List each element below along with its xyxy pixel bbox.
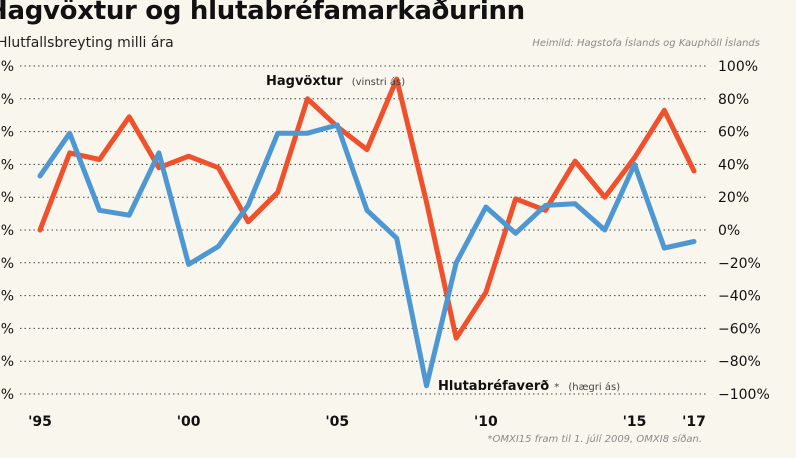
- right-tick-label: −80%: [718, 354, 761, 370]
- x-tick-label: '15: [623, 414, 647, 430]
- left-tick-label: -10%: [0, 387, 14, 403]
- left-tick-label: -2%: [0, 256, 14, 272]
- stock-price-series-line: [37, 122, 697, 389]
- x-tick-label: '05: [325, 414, 349, 430]
- growth-annotation-name: Hagvöxtur: [266, 74, 343, 89]
- right-tick-label: 100%: [718, 59, 758, 75]
- growth-annotation-axis: (vinstri ás): [352, 76, 405, 88]
- x-tick-label: '10: [474, 414, 498, 430]
- left-tick-label: 10%: [0, 59, 14, 75]
- footnote: *OMXI15 fram til 1. júlí 2009, OMXI8 síð…: [487, 434, 702, 445]
- stocks-annotation: Hlutabréfaverð * (hægri ás): [438, 375, 620, 394]
- stocks-annotation-name: Hlutabréfaverð: [438, 379, 549, 394]
- right-tick-label: 20%: [718, 190, 749, 206]
- x-tick-label: '00: [177, 414, 201, 430]
- series-lines: [37, 76, 697, 389]
- right-tick-label: −20%: [718, 256, 761, 272]
- right-tick-label: −60%: [718, 321, 761, 337]
- gridlines: [20, 65, 706, 395]
- left-tick-label: 8%: [0, 92, 14, 108]
- left-tick-label: 2%: [0, 190, 14, 206]
- left-tick-label: 6%: [0, 125, 14, 141]
- stocks-annotation-star: *: [554, 382, 559, 393]
- left-tick-label: -4%: [0, 289, 14, 305]
- right-tick-label: −40%: [718, 289, 761, 305]
- chart-title: Hagvöxtur og hlutabréfamarkaðurinn: [0, 0, 525, 26]
- x-tick-label: '17: [682, 414, 706, 430]
- right-tick-label: 40%: [718, 157, 749, 173]
- right-tick-label: −100%: [718, 387, 770, 403]
- left-tick-label: -8%: [0, 354, 14, 370]
- source-note: Heimild: Hagstofa Íslands og Kauphöll Ís…: [532, 38, 760, 49]
- growth-series-line: [37, 76, 697, 341]
- right-tick-label: 80%: [718, 92, 749, 108]
- x-tick-label: '95: [28, 414, 52, 430]
- left-axis-ticks: 10% 8% 6% 4% 2% 0% -2% -4% -6% -8% -10%: [0, 59, 14, 403]
- right-tick-label: 60%: [718, 125, 749, 141]
- left-tick-label: -6%: [0, 321, 14, 337]
- left-tick-label: 0%: [0, 223, 14, 239]
- chart-subtitle: Hlutfallsbreyting milli ára: [0, 35, 174, 51]
- right-axis-ticks: 100% 80% 60% 40% 20% 0% −20% −40% −60% −80% −100%: [718, 59, 770, 403]
- growth-annotation: Hagvöxtur (vinstri ás): [266, 70, 405, 89]
- left-tick-label: 4%: [0, 157, 14, 173]
- stocks-annotation-axis: (hægri ás): [568, 381, 620, 393]
- right-tick-label: 0%: [718, 223, 740, 239]
- x-axis-ticks: '95 '00 '05 '10 '15 '17: [28, 414, 706, 430]
